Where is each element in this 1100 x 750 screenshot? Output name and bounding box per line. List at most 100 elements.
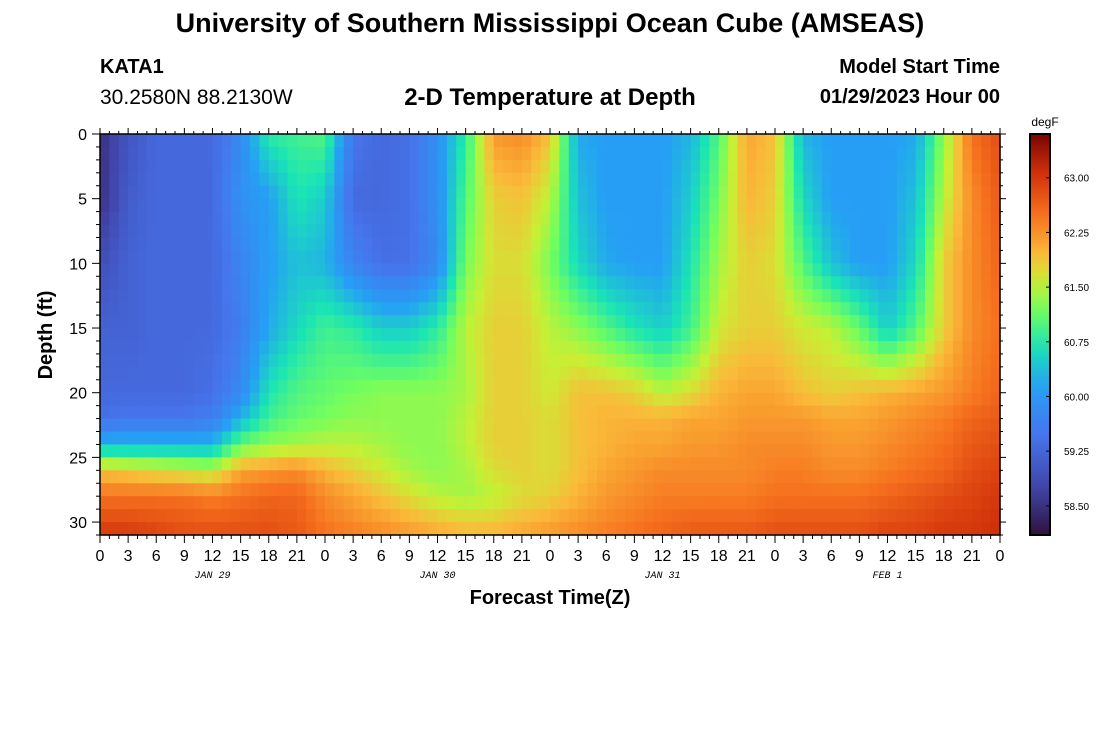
heatmap-cell	[962, 250, 973, 264]
heatmap-cell	[728, 418, 739, 433]
heatmap-cell	[446, 328, 457, 342]
heatmap-cell	[484, 250, 495, 264]
heatmap-cell	[409, 172, 420, 187]
heatmap-cell	[371, 224, 382, 239]
heatmap-cell	[146, 276, 157, 290]
heatmap-cell	[428, 470, 439, 484]
heatmap-cell	[709, 366, 720, 381]
heatmap-cell	[184, 289, 195, 303]
heatmap-cell	[540, 379, 551, 394]
heatmap-cell	[850, 470, 860, 484]
heatmap-cell	[596, 418, 607, 433]
heatmap-cell	[118, 509, 129, 523]
heatmap-cell	[193, 379, 204, 394]
heatmap-cell	[437, 379, 448, 394]
heatmap-cell	[765, 224, 776, 239]
heatmap-cell	[231, 237, 242, 252]
heatmap-cell	[437, 198, 448, 213]
heatmap-cell	[812, 431, 823, 446]
heatmap-cell	[456, 340, 467, 355]
heatmap-cell	[465, 263, 476, 277]
heatmap-cell	[925, 340, 935, 355]
heatmap-cell	[840, 496, 851, 510]
heatmap-cell	[465, 431, 476, 446]
heatmap-cell	[671, 457, 682, 471]
heatmap-cell	[868, 185, 879, 200]
heatmap-cell	[109, 431, 120, 446]
heatmap-cell	[353, 522, 364, 536]
heatmap-cell	[737, 366, 748, 381]
heatmap-cell	[428, 211, 439, 226]
heatmap-cell	[203, 146, 214, 161]
heatmap-cell	[625, 224, 635, 239]
x-tick-label: 9	[180, 548, 189, 565]
heatmap-cell	[578, 172, 589, 187]
heatmap-cell	[803, 211, 814, 226]
heatmap-cell	[334, 172, 345, 187]
heatmap-cell	[325, 328, 335, 342]
heatmap-cell	[268, 340, 279, 355]
heatmap-cell	[746, 146, 757, 161]
heatmap-cell	[906, 457, 917, 471]
heatmap-cell	[203, 457, 214, 471]
heatmap-cell	[456, 172, 467, 187]
heatmap-cell	[456, 405, 467, 420]
heatmap-cell	[165, 276, 176, 290]
heatmap-cell	[831, 328, 842, 342]
heatmap-cell	[681, 418, 692, 433]
heatmap-cell	[850, 328, 860, 342]
heatmap-cell	[887, 250, 898, 264]
heatmap-cell	[146, 146, 157, 161]
heatmap-cell	[559, 146, 570, 161]
heatmap-cell	[212, 418, 223, 433]
heatmap-cell	[428, 185, 439, 200]
heatmap-cell	[756, 172, 767, 187]
heatmap-cell	[784, 366, 795, 381]
heatmap-cell	[559, 328, 570, 342]
heatmap-cell	[775, 276, 785, 290]
heatmap-cell	[859, 328, 870, 342]
heatmap-cell	[212, 289, 223, 303]
heatmap-cell	[128, 289, 139, 303]
heatmap-cell	[681, 159, 692, 174]
heatmap-cell	[165, 483, 176, 497]
heatmap-cell	[587, 134, 598, 148]
heatmap-cell	[915, 340, 926, 355]
heatmap-cell	[259, 289, 270, 303]
heatmap-cell	[193, 250, 204, 264]
heatmap-cell	[287, 263, 298, 277]
heatmap-cell	[493, 159, 504, 174]
heatmap-cell	[512, 328, 523, 342]
heatmap-cell	[878, 457, 889, 471]
heatmap-cell	[690, 172, 701, 187]
heatmap-cell	[512, 379, 523, 394]
heatmap-cell	[868, 134, 879, 148]
heatmap-cell	[943, 263, 954, 277]
heatmap-cell	[625, 263, 635, 277]
heatmap-cell	[606, 405, 617, 420]
heatmap-cell	[137, 276, 148, 290]
heatmap-cell	[540, 431, 551, 446]
heatmap-cell	[990, 392, 1001, 407]
heatmap-cell	[943, 146, 954, 161]
heatmap-cell	[456, 328, 467, 342]
heatmap-cell	[831, 134, 842, 148]
heatmap-cell	[746, 444, 757, 458]
heatmap-cell	[953, 418, 964, 433]
heatmap-cell	[409, 134, 420, 148]
heatmap-cell	[953, 405, 964, 420]
heatmap-cell	[718, 340, 729, 355]
heatmap-cell	[812, 250, 823, 264]
heatmap-cell	[531, 250, 542, 264]
heatmap-cell	[353, 146, 364, 161]
heatmap-cell	[803, 496, 814, 510]
heatmap-cell	[381, 366, 392, 381]
heatmap-cell	[925, 470, 935, 484]
heatmap-cell	[240, 405, 251, 420]
heatmap-cell	[971, 237, 982, 252]
heatmap-cell	[953, 379, 964, 394]
heatmap-cell	[850, 483, 860, 497]
heatmap-cell	[568, 172, 579, 187]
heatmap-cell	[784, 379, 795, 394]
heatmap-cell	[990, 224, 1001, 239]
